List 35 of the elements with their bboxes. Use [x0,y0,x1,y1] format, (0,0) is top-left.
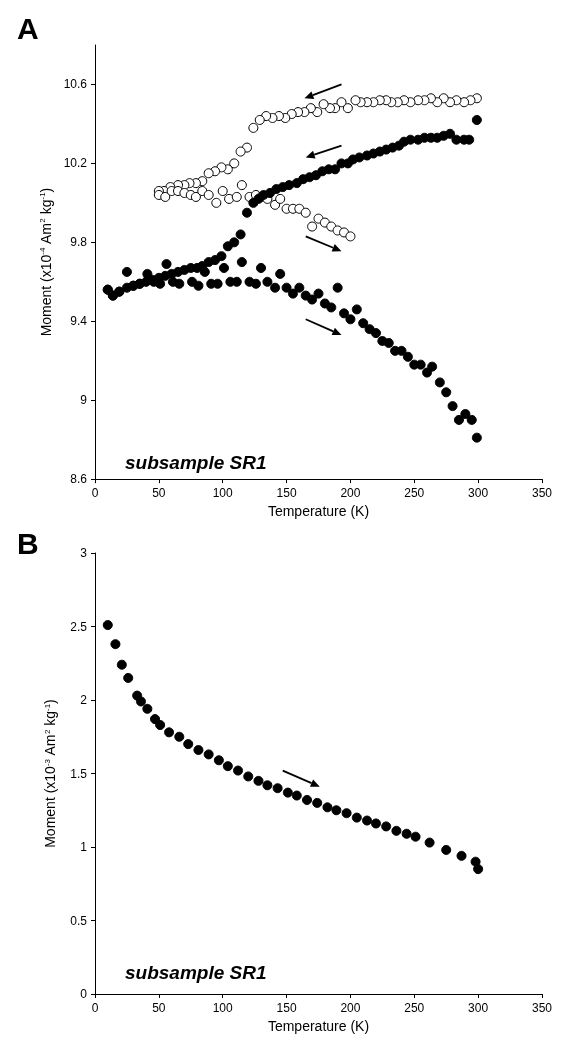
y-tick-label: 10.6 [63,77,88,92]
x-tick-label: 0 [91,1001,99,1015]
x-tick-label: 200 [340,1001,361,1015]
x-tick-label: 250 [404,1001,425,1015]
x-tick-label: 200 [340,486,361,501]
y-tick-label: 1.5 [70,766,88,781]
x-axis-title: Temperature (K) [267,503,370,519]
x-tick-label: 300 [468,1001,489,1015]
x-tick-label: 50 [152,486,166,501]
x-tick-label: 100 [212,486,234,501]
x-tick-label: 50 [152,1001,166,1015]
y-tick-label: 8.6 [70,472,88,487]
y-tick-label: 9.8 [70,235,88,250]
x-tick-label: 150 [276,1001,297,1015]
x-tick-label: 350 [531,486,553,501]
y-tick-label: 10.2 [63,156,88,171]
y-tick-label: 2.5 [70,619,88,634]
x-tick-label: 150 [276,486,297,501]
y-tick-label: 1 [80,840,88,854]
y-tick-label: 0 [80,987,88,1001]
annotation: subsample SR1 [125,962,267,983]
x-tick-label: 350 [531,1001,553,1015]
y-tick-label: 3 [80,546,88,560]
y-tick-label: 0.5 [70,913,88,928]
annotation: subsample SR1 [125,452,267,473]
x-tick-label: 0 [91,486,99,501]
x-axis-title: Temperature (K) [267,1017,370,1034]
y-tick-label: 9.4 [70,314,88,329]
x-tick-label: 300 [468,486,489,501]
x-tick-label: 250 [404,486,425,501]
y-tick-label: 9 [80,393,88,408]
x-tick-label: 100 [212,1001,234,1015]
y-tick-label: 2 [80,693,88,707]
chart-title: A [17,11,39,45]
chart-title: B [17,526,39,560]
